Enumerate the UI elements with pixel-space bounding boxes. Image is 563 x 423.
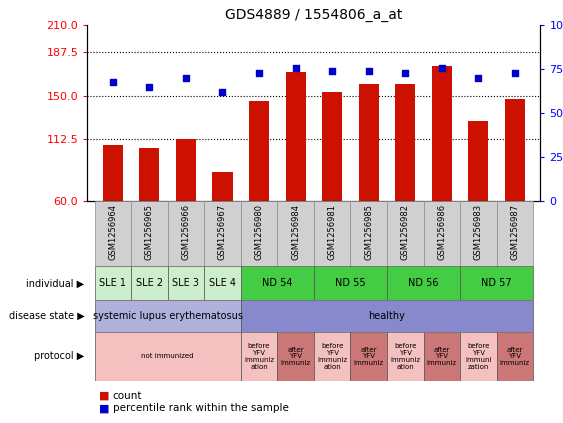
Bar: [95, 201, 131, 266]
Bar: [95, 332, 241, 381]
Bar: [204, 201, 241, 266]
Bar: [497, 201, 533, 266]
Text: after
YFV
immuniz: after YFV immuniz: [500, 346, 530, 366]
Bar: [212, 172, 233, 201]
Bar: [241, 266, 314, 300]
Bar: [241, 201, 278, 266]
Point: [401, 69, 410, 76]
Bar: [278, 201, 314, 266]
Bar: [423, 332, 460, 381]
Bar: [241, 332, 278, 381]
Bar: [131, 201, 168, 266]
Bar: [204, 266, 241, 300]
Text: GSM1256982: GSM1256982: [401, 204, 410, 260]
Bar: [249, 102, 269, 201]
Text: after
YFV
immuniz: after YFV immuniz: [280, 346, 311, 366]
Text: GSM1256980: GSM1256980: [254, 204, 263, 260]
Point: [328, 68, 337, 74]
Bar: [387, 266, 460, 300]
Bar: [241, 300, 533, 332]
Bar: [460, 332, 497, 381]
Point: [181, 75, 190, 82]
Text: before
YFV
immuni
zation: before YFV immuni zation: [465, 343, 491, 370]
Bar: [278, 332, 314, 381]
Text: GSM1256964: GSM1256964: [108, 204, 117, 260]
Bar: [505, 99, 525, 201]
Point: [511, 69, 520, 76]
Title: GDS4889 / 1554806_a_at: GDS4889 / 1554806_a_at: [225, 8, 403, 22]
Bar: [350, 332, 387, 381]
Text: ND 55: ND 55: [335, 278, 366, 288]
Text: individual ▶: individual ▶: [26, 278, 84, 288]
Text: before
YFV
immuniz
ation: before YFV immuniz ation: [317, 343, 347, 370]
Bar: [95, 300, 241, 332]
Bar: [285, 72, 306, 201]
Point: [108, 78, 117, 85]
Text: SLE 1: SLE 1: [99, 278, 126, 288]
Text: count: count: [113, 390, 142, 401]
Text: GSM1256966: GSM1256966: [181, 204, 190, 260]
Bar: [95, 266, 131, 300]
Point: [254, 69, 263, 76]
Point: [474, 75, 483, 82]
Point: [437, 64, 446, 71]
Bar: [314, 332, 350, 381]
Text: healthy: healthy: [369, 311, 405, 321]
Bar: [322, 92, 342, 201]
Text: ■: ■: [99, 403, 113, 413]
Text: systemic lupus erythematosus: systemic lupus erythematosus: [93, 311, 243, 321]
Text: protocol ▶: protocol ▶: [34, 352, 84, 361]
Point: [291, 64, 300, 71]
Bar: [168, 266, 204, 300]
Bar: [432, 66, 452, 201]
Point: [145, 83, 154, 90]
Bar: [468, 121, 488, 201]
Bar: [497, 332, 533, 381]
Bar: [314, 266, 387, 300]
Text: GSM1256987: GSM1256987: [511, 204, 520, 260]
Text: ND 57: ND 57: [481, 278, 512, 288]
Bar: [131, 266, 168, 300]
Text: before
YFV
immuniz
ation: before YFV immuniz ation: [244, 343, 274, 370]
Text: GSM1256981: GSM1256981: [328, 204, 337, 260]
Bar: [460, 201, 497, 266]
Text: GSM1256967: GSM1256967: [218, 204, 227, 260]
Text: SLE 3: SLE 3: [172, 278, 199, 288]
Bar: [140, 148, 159, 201]
Text: GSM1256983: GSM1256983: [474, 204, 483, 260]
Text: GSM1256985: GSM1256985: [364, 204, 373, 260]
Bar: [423, 201, 460, 266]
Text: ND 56: ND 56: [408, 278, 439, 288]
Bar: [359, 84, 379, 201]
Text: percentile rank within the sample: percentile rank within the sample: [113, 403, 288, 413]
Bar: [103, 145, 123, 201]
Text: SLE 4: SLE 4: [209, 278, 236, 288]
Text: before
YFV
immuniz
ation: before YFV immuniz ation: [390, 343, 421, 370]
Bar: [176, 139, 196, 201]
Point: [364, 68, 373, 74]
Text: GSM1256984: GSM1256984: [291, 204, 300, 260]
Bar: [395, 84, 415, 201]
Text: GSM1256986: GSM1256986: [437, 204, 446, 260]
Text: after
YFV
immuniz: after YFV immuniz: [354, 346, 384, 366]
Text: ■: ■: [99, 390, 113, 401]
Bar: [460, 266, 533, 300]
Text: ND 54: ND 54: [262, 278, 293, 288]
Text: after
YFV
immuniz: after YFV immuniz: [427, 346, 457, 366]
Text: not immunized: not immunized: [141, 353, 194, 360]
Bar: [350, 201, 387, 266]
Text: SLE 2: SLE 2: [136, 278, 163, 288]
Bar: [387, 201, 423, 266]
Bar: [168, 201, 204, 266]
Text: GSM1256965: GSM1256965: [145, 204, 154, 260]
Bar: [314, 201, 350, 266]
Bar: [387, 332, 423, 381]
Point: [218, 89, 227, 96]
Text: disease state ▶: disease state ▶: [8, 311, 84, 321]
